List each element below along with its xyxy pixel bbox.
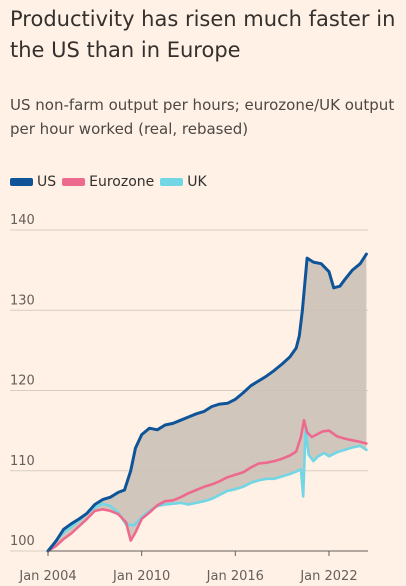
x-tick-label-2016: Jan 2016 (206, 569, 264, 584)
y-tick-label-100: 100 (10, 534, 35, 549)
y-tick-label-110: 110 (10, 454, 35, 469)
x-axis: Jan 2004 Jan 2010 Jan 2016 Jan 2022 (18, 550, 368, 584)
series-line-uk (46, 426, 368, 553)
legend-swatch-us (10, 178, 33, 186)
series-line-eurozone (46, 418, 368, 553)
y-tick-label-120: 120 (10, 374, 35, 389)
chart-title: Productivity has risen much faster in th… (10, 7, 396, 62)
x-tick-label-2022: Jan 2022 (299, 569, 357, 584)
legend-label-uk: UK (187, 174, 207, 190)
legend-label-eurozone: Eurozone (89, 174, 155, 190)
x-tick-label-2004: Jan 2004 (18, 569, 76, 584)
legend-item-us: US (10, 174, 56, 190)
legend-swatch-eurozone (62, 178, 86, 186)
legend: US Eurozone UK (10, 172, 213, 192)
y-tick-label-140: 140 (10, 213, 35, 228)
legend-label-us: US (37, 174, 57, 190)
y-axis-labels: 100 110 120 130 140 (10, 213, 35, 549)
legend-swatch-uk (160, 178, 184, 186)
chart-subtitle: US non-farm output per hours; eurozone/U… (10, 96, 395, 138)
series-lines (46, 252, 368, 553)
x-tick-label-2010: Jan 2010 (112, 569, 170, 584)
legend-item-eurozone: Eurozone (62, 174, 154, 190)
series-line-us (46, 252, 368, 553)
legend-item-uk: UK (160, 174, 207, 190)
y-tick-label-130: 130 (10, 293, 35, 308)
